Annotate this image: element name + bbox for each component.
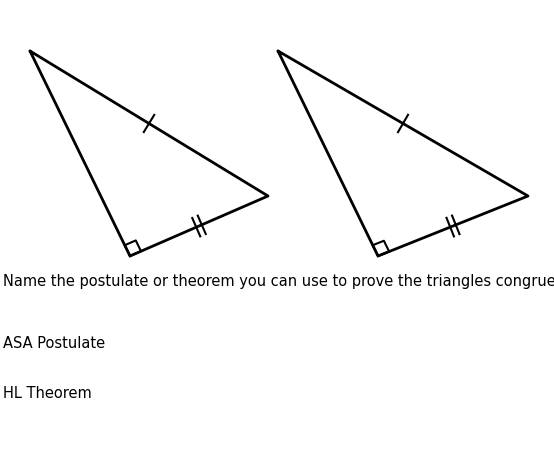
Text: ASA Postulate: ASA Postulate: [3, 336, 105, 351]
Text: HL Theorem: HL Theorem: [3, 386, 92, 401]
Text: Name the postulate or theorem you can use to prove the triangles congruent.: Name the postulate or theorem you can us…: [3, 274, 554, 289]
